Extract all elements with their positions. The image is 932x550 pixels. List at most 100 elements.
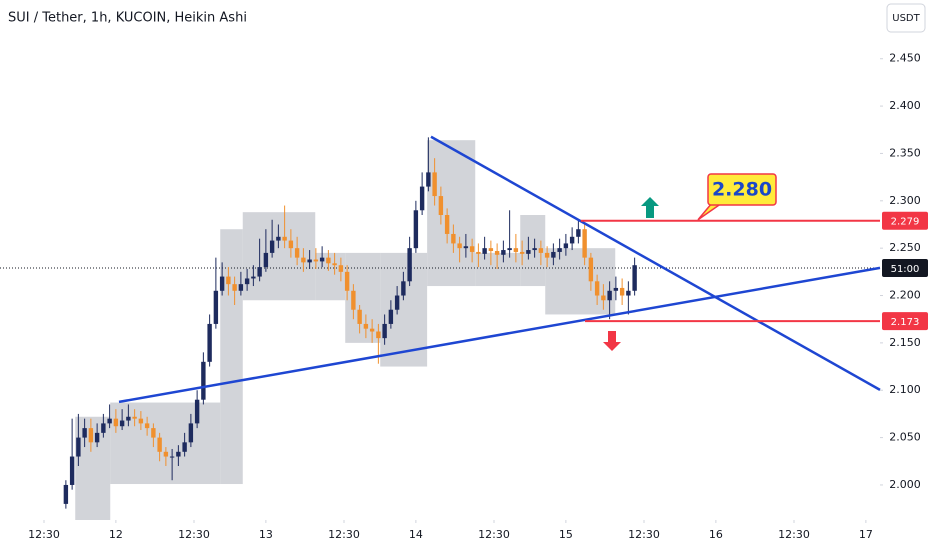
callout-label: 2.280 xyxy=(712,179,772,201)
candle-body xyxy=(326,257,331,264)
candle-body xyxy=(594,281,600,296)
trendline xyxy=(430,135,881,391)
current-price-box xyxy=(882,259,928,278)
level-price-label: 2.279 xyxy=(891,217,920,228)
x-tick-label: 12:30 xyxy=(28,528,60,541)
candle-body xyxy=(613,287,619,291)
candle-body xyxy=(319,257,325,262)
candle-body xyxy=(107,418,112,424)
currency-button[interactable] xyxy=(886,3,926,33)
range-band xyxy=(475,252,521,287)
down-arrow xyxy=(603,331,621,351)
candle-body xyxy=(507,248,512,251)
countdown-label: 51:00 xyxy=(891,264,920,275)
candle-body xyxy=(219,276,225,291)
candle-body xyxy=(432,172,437,197)
candle-body xyxy=(113,418,119,427)
range-band xyxy=(427,140,476,287)
range-band xyxy=(545,248,616,315)
candle-body xyxy=(76,437,81,457)
x-tick-label: 13 xyxy=(259,528,273,541)
candle-body xyxy=(426,172,431,187)
candle-body xyxy=(307,259,312,263)
candle-body xyxy=(344,271,350,291)
candle-body xyxy=(194,399,200,424)
candle-body xyxy=(94,432,100,443)
candle-body xyxy=(376,331,381,339)
y-tick-label: 2.150 xyxy=(889,336,921,349)
candle-body xyxy=(394,295,400,310)
candle-body xyxy=(626,290,631,296)
candle-body xyxy=(163,451,169,457)
candle-body xyxy=(482,248,487,254)
candle-body xyxy=(401,281,406,296)
candle-body xyxy=(463,246,469,249)
y-tick-label: 2.250 xyxy=(889,241,921,254)
candle-body xyxy=(88,428,94,443)
callout-box xyxy=(707,173,777,206)
candle-body xyxy=(607,290,612,301)
x-tick-label: 12:30 xyxy=(328,528,360,541)
x-tick-label: 12:30 xyxy=(628,528,660,541)
x-tick-label: 17 xyxy=(859,528,873,541)
candle-body xyxy=(369,328,375,332)
x-tick-label: 15 xyxy=(559,528,573,541)
candle-body xyxy=(63,484,69,504)
candle-body xyxy=(101,423,106,433)
candle-body xyxy=(619,287,625,296)
candle-body xyxy=(201,361,206,400)
currency-label: USDT xyxy=(892,13,920,24)
candle-body xyxy=(263,252,269,268)
candle-body xyxy=(413,210,419,249)
candle-body xyxy=(476,251,481,254)
up-arrow xyxy=(641,197,659,218)
candle-body xyxy=(144,423,150,429)
candle-body xyxy=(138,418,144,424)
candle-body xyxy=(182,442,187,452)
candle-body xyxy=(126,416,131,421)
x-tick-label: 12 xyxy=(109,528,123,541)
trendline xyxy=(118,266,881,404)
candle-body xyxy=(544,252,550,258)
x-tick-label: 14 xyxy=(409,528,423,541)
candle-body xyxy=(563,243,569,249)
candle-body xyxy=(119,420,125,427)
candle-body xyxy=(469,246,475,252)
candle-body xyxy=(157,437,162,452)
candle-body xyxy=(407,248,412,282)
x-tick-label: 12:30 xyxy=(178,528,210,541)
candle-body xyxy=(207,323,212,362)
x-tick-label: 12:30 xyxy=(778,528,810,541)
candle-body xyxy=(251,276,256,279)
candle-body xyxy=(532,248,537,251)
candle-body xyxy=(582,229,587,258)
candle-body xyxy=(294,248,300,258)
candle-body xyxy=(451,233,456,244)
candle-body xyxy=(188,423,194,443)
range-band xyxy=(110,402,221,485)
y-tick-label: 2.350 xyxy=(889,146,921,159)
range-band xyxy=(345,252,381,343)
candle-body xyxy=(557,248,562,252)
y-tick-label: 2.200 xyxy=(889,289,921,302)
candle-body xyxy=(351,290,356,310)
candle-body xyxy=(69,456,75,485)
candle-body xyxy=(338,265,344,272)
x-tick-label: 16 xyxy=(709,528,723,541)
candle-body xyxy=(494,251,500,255)
candle-body xyxy=(82,428,87,438)
candle-body xyxy=(551,251,556,258)
y-tick-label: 2.100 xyxy=(889,383,921,396)
candle-body xyxy=(332,263,337,266)
candle-body xyxy=(444,215,450,234)
candle-body xyxy=(419,186,425,211)
x-tick-label: 12:30 xyxy=(478,528,510,541)
candle-body xyxy=(238,284,244,291)
y-tick-label: 2.050 xyxy=(889,431,921,444)
candle-body xyxy=(569,236,575,244)
candle-body xyxy=(363,323,369,329)
candle-body xyxy=(244,278,250,285)
plot-area xyxy=(0,135,881,520)
candle-body xyxy=(213,290,219,324)
